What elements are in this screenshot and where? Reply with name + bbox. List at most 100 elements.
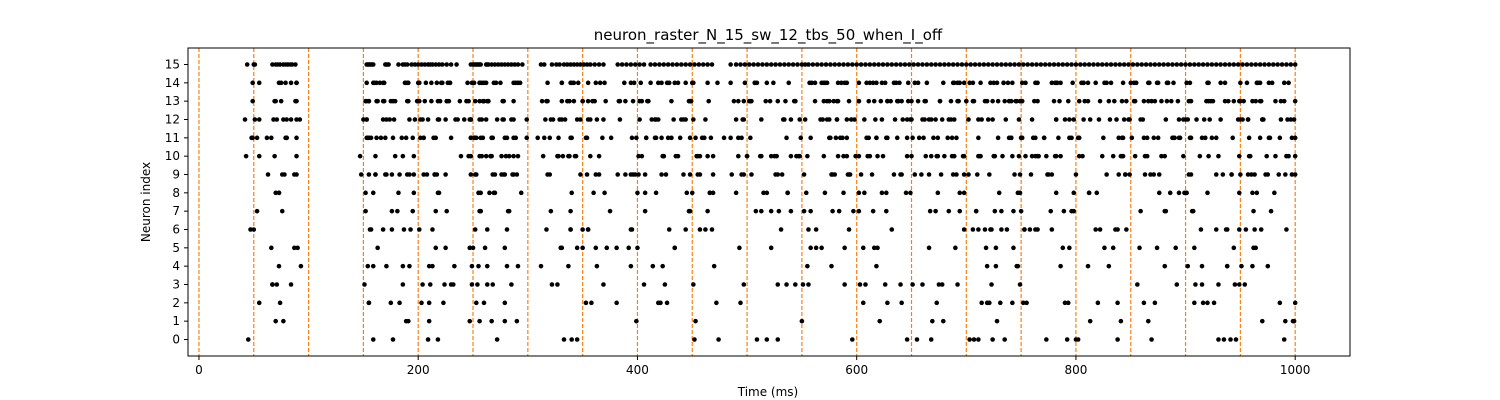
spike-point — [358, 172, 364, 177]
spike-point — [670, 62, 675, 67]
spike-point — [571, 98, 577, 104]
spike-point — [502, 62, 508, 67]
spike-point — [949, 153, 955, 159]
spike-point — [629, 135, 635, 141]
spike-point — [278, 80, 284, 86]
spike-point — [764, 337, 770, 342]
spike-point — [845, 62, 851, 67]
spike-point — [693, 135, 698, 141]
spike-point — [753, 208, 759, 214]
spike-point — [768, 153, 774, 159]
spike-point — [433, 208, 439, 214]
spike-point — [1253, 62, 1259, 67]
spike-point — [990, 337, 995, 342]
spike-point — [501, 98, 507, 104]
spike-point — [885, 135, 890, 141]
spike-point — [788, 117, 794, 122]
y-tick-label: 7 — [172, 204, 180, 218]
spike-point — [754, 80, 760, 86]
spike-point — [443, 117, 448, 122]
spike-point — [889, 227, 895, 232]
spike-point — [1218, 80, 1223, 86]
spike-point — [1016, 62, 1022, 67]
spike-point — [871, 98, 877, 104]
spike-point — [448, 62, 454, 67]
spike-point — [1148, 172, 1153, 177]
spike-point — [1257, 62, 1263, 67]
spike-point — [377, 80, 383, 86]
spike-point — [705, 62, 710, 67]
spike-point — [1062, 117, 1068, 122]
spike-point — [1241, 98, 1246, 104]
spike-point — [833, 135, 839, 141]
spike-point — [931, 135, 936, 141]
spike-point — [784, 135, 789, 141]
spike-point — [672, 245, 678, 251]
spike-point — [966, 117, 971, 122]
spike-point — [1159, 153, 1164, 159]
spike-point — [436, 62, 442, 67]
spike-point — [383, 135, 388, 141]
spike-point — [1249, 62, 1254, 67]
spike-point — [959, 62, 965, 67]
spike-point — [1177, 135, 1183, 141]
spike-point — [935, 190, 941, 196]
spike-point — [607, 208, 613, 214]
spike-point — [1281, 98, 1287, 104]
spike-point — [1266, 80, 1272, 86]
spike-point — [926, 172, 932, 177]
spike-point — [511, 98, 516, 104]
spike-point — [489, 318, 494, 324]
y-tick-label: 9 — [172, 168, 180, 182]
spike-point — [373, 153, 378, 159]
spike-point — [1086, 190, 1092, 196]
spike-point — [632, 172, 638, 177]
spike-point — [755, 62, 761, 67]
spike-point — [1118, 318, 1124, 324]
spike-point — [665, 135, 671, 141]
spike-point — [661, 62, 667, 67]
spike-point — [297, 117, 303, 122]
spike-point — [683, 62, 688, 67]
spike-point — [573, 153, 579, 159]
spike-point — [951, 117, 957, 122]
spike-point — [1242, 282, 1248, 287]
spike-point — [883, 190, 889, 196]
spike-point — [919, 172, 924, 177]
spike-point — [691, 282, 696, 287]
spike-point — [683, 227, 688, 232]
spike-point — [658, 300, 663, 306]
spike-point — [661, 153, 667, 159]
spike-point — [615, 62, 621, 67]
spike-point — [368, 227, 374, 232]
spike-point — [408, 227, 413, 232]
spike-point — [276, 263, 282, 269]
spike-point — [423, 80, 429, 86]
spike-point — [406, 318, 411, 324]
spike-point — [736, 98, 741, 104]
spike-point — [806, 282, 811, 287]
spike-point — [805, 153, 810, 159]
spike-point — [1076, 135, 1082, 141]
spike-point — [979, 300, 984, 306]
spike-point — [939, 117, 945, 122]
spike-point — [479, 117, 485, 122]
spike-point — [788, 153, 794, 159]
spike-point — [478, 190, 483, 196]
spike-point — [545, 80, 550, 86]
y-tick-label: 4 — [172, 259, 180, 273]
spike-point — [984, 300, 990, 306]
spike-point — [256, 153, 262, 159]
spike-point — [626, 245, 631, 251]
spike-point — [444, 208, 450, 214]
spike-point — [922, 117, 927, 122]
spike-point — [1104, 172, 1109, 177]
spike-point — [490, 282, 496, 287]
plot-frame — [187, 47, 1351, 357]
spike-point — [581, 62, 587, 67]
spike-point — [851, 208, 856, 214]
spike-point — [559, 80, 565, 86]
spike-point — [396, 62, 401, 67]
spike-point — [714, 300, 719, 306]
spike-point — [900, 117, 906, 122]
